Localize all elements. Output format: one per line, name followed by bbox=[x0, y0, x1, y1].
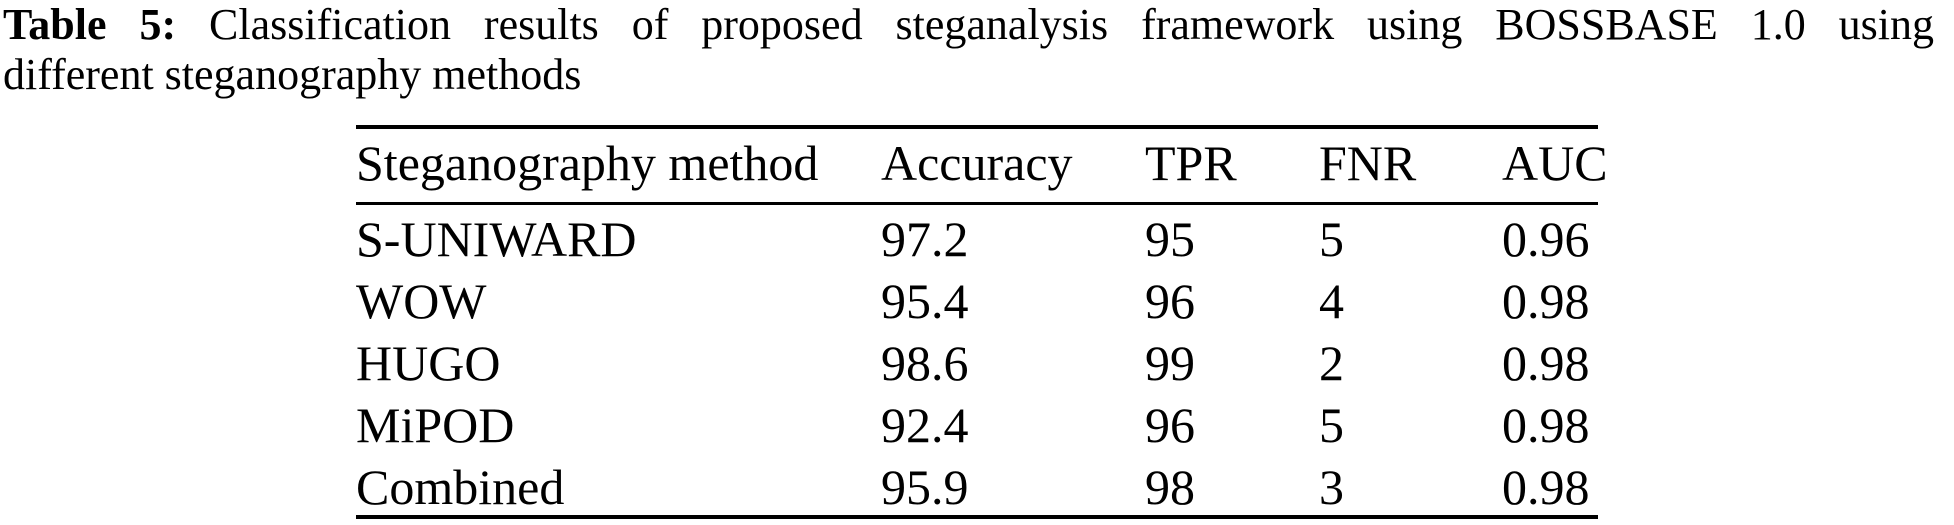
column-header-tpr: TPR bbox=[1145, 135, 1237, 191]
caption-line-2: different steganography methods bbox=[3, 50, 582, 99]
column-header-auc: AUC bbox=[1502, 135, 1608, 191]
table-header-row: Steganography method Accuracy TPR FNR AU… bbox=[356, 129, 1608, 205]
cell-auc: 0.98 bbox=[1502, 397, 1590, 453]
table-row: S-UNIWARD 97.2 95 5 0.96 bbox=[356, 205, 1598, 267]
column-header-fnr: FNR bbox=[1319, 135, 1417, 191]
cell-tpr: 99 bbox=[1145, 335, 1195, 391]
cell-fnr: 2 bbox=[1319, 335, 1344, 391]
caption-text: Classification results of proposed stega… bbox=[209, 0, 1934, 49]
cell-method: HUGO bbox=[356, 335, 501, 391]
cell-tpr: 95 bbox=[1145, 211, 1195, 267]
cell-auc: 0.98 bbox=[1502, 459, 1590, 515]
table-row: MiPOD 92.4 96 5 0.98 bbox=[356, 391, 1598, 453]
caption-line-1: Table 5: Classification results of propo… bbox=[3, 0, 1934, 50]
cell-auc: 0.98 bbox=[1502, 273, 1590, 329]
cell-accuracy: 98.6 bbox=[881, 335, 969, 391]
cell-method: Combined bbox=[356, 459, 565, 515]
cell-method: WOW bbox=[356, 273, 487, 329]
cell-fnr: 4 bbox=[1319, 273, 1344, 329]
table-caption: Table 5: Classification results of propo… bbox=[3, 0, 1934, 100]
table-row: WOW 95.4 96 4 0.98 bbox=[356, 267, 1598, 329]
cell-method: MiPOD bbox=[356, 397, 515, 453]
cell-fnr: 5 bbox=[1319, 211, 1344, 267]
cell-accuracy: 97.2 bbox=[881, 211, 969, 267]
table-row: Combined 95.9 98 3 0.98 bbox=[356, 453, 1598, 515]
cell-method: S-UNIWARD bbox=[356, 211, 637, 267]
cell-tpr: 96 bbox=[1145, 397, 1195, 453]
caption-table-number: Table 5: bbox=[3, 0, 177, 49]
cell-fnr: 3 bbox=[1319, 459, 1344, 515]
cell-accuracy: 95.9 bbox=[881, 459, 969, 515]
cell-accuracy: 95.4 bbox=[881, 273, 969, 329]
cell-accuracy: 92.4 bbox=[881, 397, 969, 453]
cell-tpr: 96 bbox=[1145, 273, 1195, 329]
cell-auc: 0.98 bbox=[1502, 335, 1590, 391]
cell-fnr: 5 bbox=[1319, 397, 1344, 453]
table-row: HUGO 98.6 99 2 0.98 bbox=[356, 329, 1598, 391]
column-header-accuracy: Accuracy bbox=[881, 135, 1073, 191]
results-table: Steganography method Accuracy TPR FNR AU… bbox=[356, 125, 1608, 519]
cell-tpr: 98 bbox=[1145, 459, 1195, 515]
column-header-steganography-method: Steganography method bbox=[356, 135, 819, 191]
cell-auc: 0.96 bbox=[1502, 211, 1590, 267]
